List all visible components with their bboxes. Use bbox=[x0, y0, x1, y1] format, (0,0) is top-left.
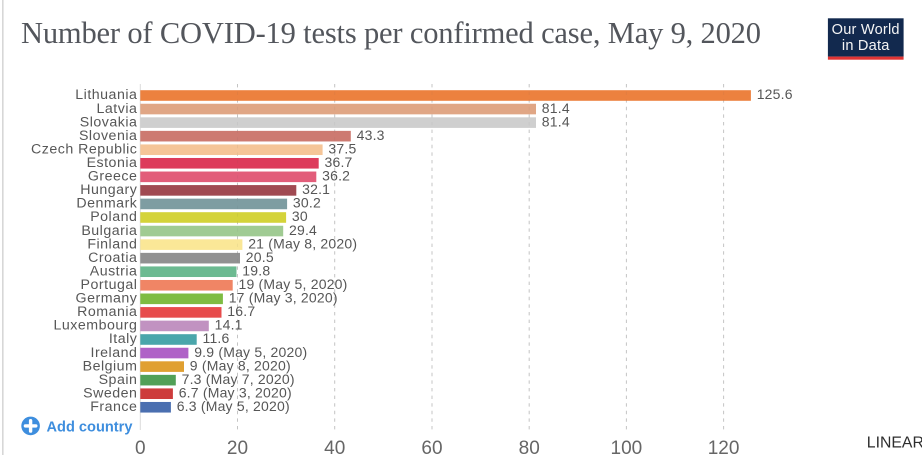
svg-text:11.6: 11.6 bbox=[203, 330, 230, 346]
svg-text:Finland: Finland bbox=[87, 236, 137, 252]
svg-text:120: 120 bbox=[708, 438, 740, 455]
svg-text:Bulgaria: Bulgaria bbox=[81, 223, 137, 239]
svg-text:Belgium: Belgium bbox=[83, 358, 138, 374]
svg-text:Poland: Poland bbox=[90, 209, 137, 225]
svg-text:France: France bbox=[90, 399, 137, 415]
svg-text:Lithuania: Lithuania bbox=[75, 87, 137, 103]
svg-text:9.9 (May 5, 2020): 9.9 (May 5, 2020) bbox=[194, 344, 307, 360]
svg-text:100: 100 bbox=[611, 438, 643, 455]
svg-text:30: 30 bbox=[292, 208, 308, 224]
svg-text:32.1: 32.1 bbox=[302, 181, 330, 197]
svg-text:Portugal: Portugal bbox=[81, 277, 138, 293]
svg-text:30.2: 30.2 bbox=[293, 195, 321, 211]
svg-text:Our World: Our World bbox=[832, 22, 900, 38]
svg-text:36.7: 36.7 bbox=[325, 154, 353, 170]
svg-text:7.3 (May 7, 2020): 7.3 (May 7, 2020) bbox=[182, 371, 295, 387]
svg-text:37.5: 37.5 bbox=[328, 140, 356, 156]
svg-text:Austria: Austria bbox=[90, 263, 138, 279]
svg-text:20: 20 bbox=[227, 438, 248, 455]
svg-text:Estonia: Estonia bbox=[87, 155, 138, 171]
svg-text:Germany: Germany bbox=[76, 291, 138, 307]
svg-text:Denmark: Denmark bbox=[76, 196, 137, 212]
svg-text:Luxembourg: Luxembourg bbox=[54, 318, 138, 334]
svg-text:6.3 (May 5, 2020): 6.3 (May 5, 2020) bbox=[177, 398, 290, 414]
svg-text:60: 60 bbox=[421, 438, 442, 455]
svg-text:Number of COVID-19 tests per c: Number of COVID-19 tests per confirmed c… bbox=[21, 16, 761, 50]
svg-text:Hungary: Hungary bbox=[80, 182, 138, 198]
svg-text:81.4: 81.4 bbox=[542, 113, 570, 129]
svg-text:Italy: Italy bbox=[109, 331, 138, 347]
svg-text:17 (May 3, 2020): 17 (May 3, 2020) bbox=[229, 290, 338, 306]
svg-text:0: 0 bbox=[135, 438, 146, 455]
svg-text:Slovenia: Slovenia bbox=[79, 128, 137, 144]
svg-text:43.3: 43.3 bbox=[357, 127, 385, 143]
svg-text:20.5: 20.5 bbox=[246, 249, 274, 265]
svg-text:19.8: 19.8 bbox=[242, 262, 270, 278]
svg-text:Greece: Greece bbox=[88, 169, 138, 185]
svg-text:80: 80 bbox=[519, 438, 540, 455]
svg-text:6.7 (May 3, 2020): 6.7 (May 3, 2020) bbox=[179, 384, 292, 400]
svg-text:21 (May 8, 2020): 21 (May 8, 2020) bbox=[248, 235, 357, 251]
svg-text:19 (May 5, 2020): 19 (May 5, 2020) bbox=[239, 276, 348, 292]
svg-text:Sweden: Sweden bbox=[83, 385, 137, 401]
svg-text:Latvia: Latvia bbox=[97, 101, 138, 117]
svg-text:in Data: in Data bbox=[842, 38, 890, 54]
svg-text:Spain: Spain bbox=[99, 372, 138, 388]
svg-text:Croatia: Croatia bbox=[88, 250, 137, 266]
svg-text:36.2: 36.2 bbox=[322, 168, 350, 184]
svg-text:81.4: 81.4 bbox=[542, 100, 570, 116]
svg-text:Ireland: Ireland bbox=[91, 345, 138, 361]
svg-text:16.7: 16.7 bbox=[227, 303, 255, 319]
svg-text:125.6: 125.6 bbox=[757, 86, 793, 102]
svg-text:40: 40 bbox=[324, 438, 345, 455]
svg-text:Romania: Romania bbox=[77, 304, 137, 320]
svg-text:9 (May 8, 2020): 9 (May 8, 2020) bbox=[190, 357, 291, 373]
svg-text:14.1: 14.1 bbox=[215, 317, 243, 333]
svg-text:LINEAR: LINEAR bbox=[867, 434, 922, 451]
svg-text:Czech Republic: Czech Republic bbox=[31, 141, 137, 157]
svg-text:Add country: Add country bbox=[47, 419, 134, 435]
svg-text:29.4: 29.4 bbox=[289, 222, 317, 238]
svg-text:Slovakia: Slovakia bbox=[80, 114, 138, 130]
